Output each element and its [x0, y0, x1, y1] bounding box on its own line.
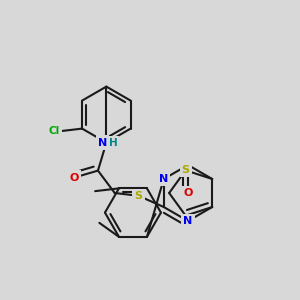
Text: N: N — [183, 216, 193, 226]
Text: O: O — [183, 188, 193, 198]
Text: H: H — [109, 138, 118, 148]
Text: N: N — [98, 138, 107, 148]
Text: O: O — [70, 172, 79, 183]
Text: S: S — [182, 165, 190, 175]
Text: S: S — [135, 191, 142, 201]
Text: N: N — [159, 174, 168, 184]
Text: Cl: Cl — [49, 126, 60, 136]
